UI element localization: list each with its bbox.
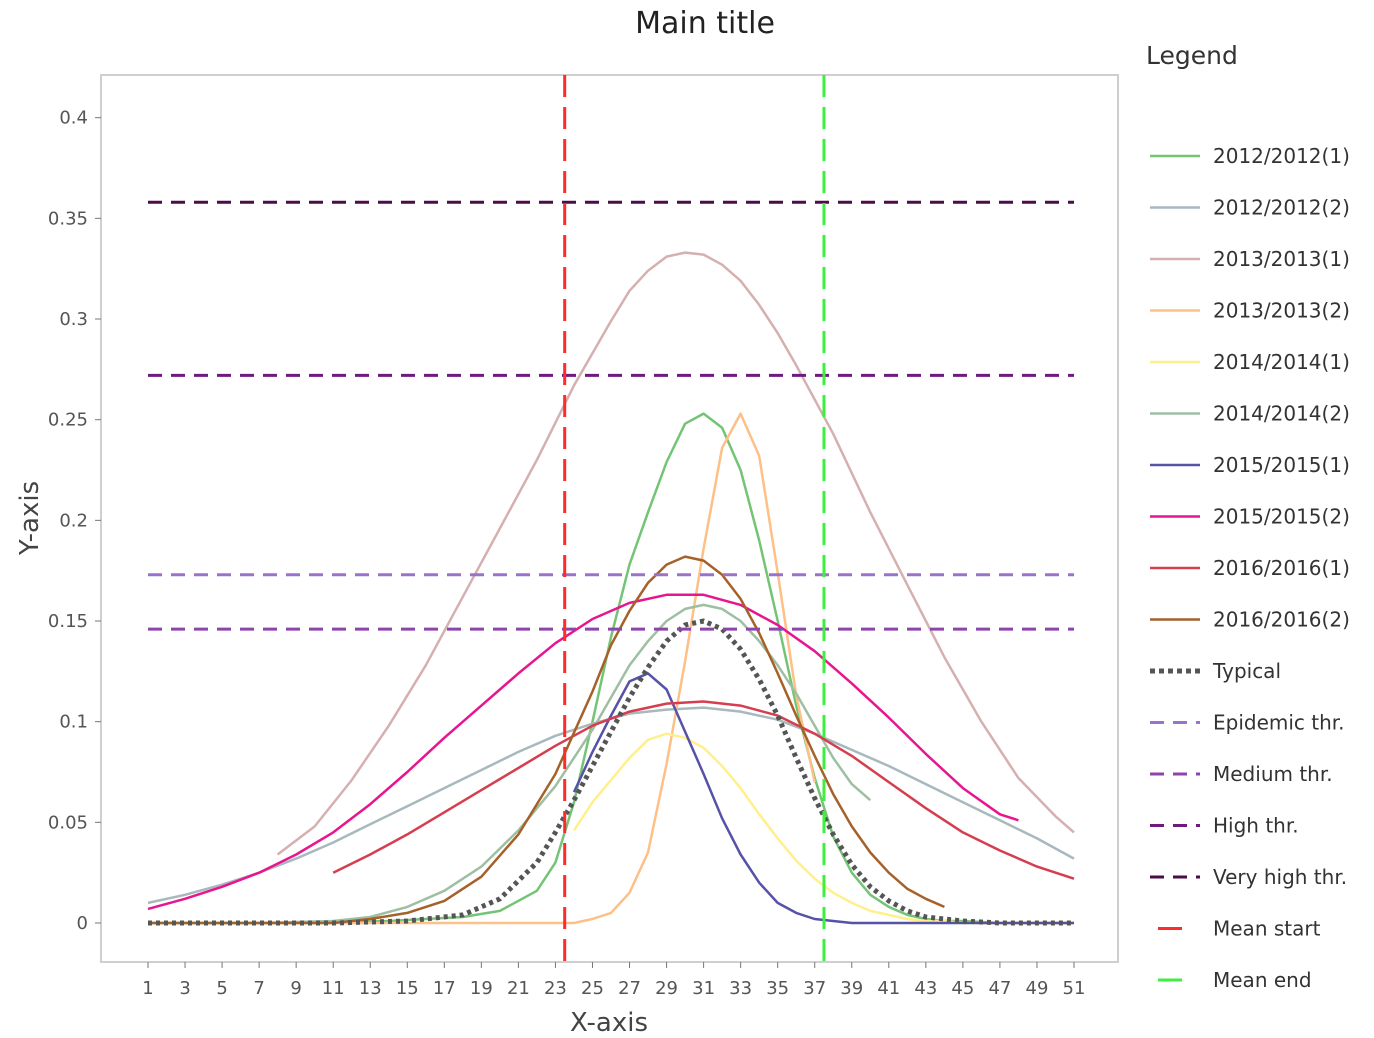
plot-area — [100, 74, 1119, 963]
legend-item-2016-2016-1[interactable]: 2016/2016(1) — [1150, 556, 1350, 580]
y-tick-label: 0.25 — [48, 410, 88, 431]
legend-item-2014-2014-2[interactable]: 2014/2014(2) — [1150, 402, 1350, 426]
x-tick-label: 19 — [470, 978, 493, 999]
legend-item-2013-2013-1[interactable]: 2013/2013(1) — [1150, 247, 1350, 271]
legend-item-mean-start[interactable]: Mean start — [1158, 917, 1321, 941]
x-tick-label: 33 — [729, 978, 752, 999]
x-tick-label: 5 — [216, 978, 227, 999]
x-tick-label: 45 — [951, 978, 974, 999]
legend-label: Mean end — [1213, 968, 1312, 992]
x-tick-label: 15 — [396, 978, 419, 999]
legend-label: Epidemic thr. — [1213, 711, 1345, 735]
y-tick-label: 0.1 — [59, 712, 88, 733]
legend-label: Very high thr. — [1213, 865, 1347, 889]
x-tick-label: 1 — [142, 978, 153, 999]
legend-item-medium-thr[interactable]: Medium thr. — [1150, 762, 1333, 786]
legend-label: 2015/2015(2) — [1213, 505, 1350, 529]
series-line-2013-2013-1 — [276, 251, 1075, 856]
y-tick-label: 0.3 — [59, 309, 88, 330]
y-tick-label: 0.05 — [48, 812, 88, 833]
legend-item-2012-2012-1[interactable]: 2012/2012(1) — [1150, 144, 1350, 168]
x-tick-label: 49 — [1026, 978, 1049, 999]
x-tick-label: 9 — [290, 978, 301, 999]
series-line-2015-2015-1 — [572, 672, 1074, 925]
x-axis-title: X-axis — [570, 1008, 648, 1038]
legend-item-2015-2015-1[interactable]: 2015/2015(1) — [1150, 453, 1350, 477]
x-axis-ticks: 1 3 5 7 9 11 13 15 17 19 21 23 25 27 29 31 33 35 37 39 41 43 4… — [142, 962, 1085, 999]
series-line-2016-2016-2 — [148, 555, 945, 925]
legend-item-2014-2014-1[interactable]: 2014/2014(1) — [1150, 350, 1350, 374]
x-tick-label: 37 — [803, 978, 826, 999]
y-tick-label: 0 — [77, 913, 88, 934]
x-tick-label: 17 — [433, 978, 456, 999]
legend-label: 2015/2015(1) — [1213, 453, 1350, 477]
legend-item-very-high-thr[interactable]: Very high thr. — [1150, 865, 1347, 889]
legend-item-epidemic-thr[interactable]: Epidemic thr. — [1150, 711, 1345, 735]
legend-item-typical[interactable]: Typical — [1150, 659, 1281, 683]
x-tick-label: 27 — [618, 978, 641, 999]
series-line-2014-2014-2 — [148, 603, 872, 925]
legend-item-2013-2013-2[interactable]: 2013/2013(2) — [1150, 299, 1350, 323]
legend-label: 2014/2014(2) — [1213, 402, 1350, 426]
legend-item-mean-end[interactable]: Mean end — [1158, 968, 1312, 992]
x-tick-label: 51 — [1063, 978, 1086, 999]
x-tick-label: 7 — [253, 978, 264, 999]
y-axis-ticks: 0 0.05 0.1 0.15 0.2 0.25 0.3 0.35 0.4 — [48, 108, 101, 934]
legend-title: Legend — [1146, 41, 1238, 70]
legend-label: High thr. — [1213, 814, 1299, 838]
legend-label: Mean start — [1213, 917, 1321, 941]
x-tick-label: 11 — [322, 978, 345, 999]
legend-label: 2012/2012(2) — [1213, 196, 1350, 220]
y-tick-label: 0.2 — [59, 510, 88, 531]
x-tick-label: 31 — [692, 978, 715, 999]
x-tick-label: 13 — [359, 978, 382, 999]
legend-label: 2013/2013(2) — [1213, 299, 1350, 323]
legend-item-2016-2016-2[interactable]: 2016/2016(2) — [1150, 608, 1350, 632]
series-line-2014-2014-1 — [572, 732, 1074, 925]
x-tick-label: 47 — [988, 978, 1011, 999]
legend-label: 2014/2014(1) — [1213, 350, 1350, 374]
x-tick-label: 23 — [544, 978, 567, 999]
plot-layer — [147, 75, 1075, 962]
x-tick-label: 39 — [840, 978, 863, 999]
legend-label: Medium thr. — [1213, 762, 1333, 786]
legend-label: 2012/2012(1) — [1213, 144, 1350, 168]
y-tick-label: 0.4 — [59, 108, 88, 129]
y-tick-label: 0.35 — [48, 208, 88, 229]
y-axis-title: Y-axis — [15, 481, 45, 556]
x-tick-label: 43 — [914, 978, 937, 999]
legend-label: 2013/2013(1) — [1213, 247, 1350, 271]
x-tick-label: 3 — [179, 978, 190, 999]
legend-label: Typical — [1212, 659, 1281, 683]
x-tick-label: 41 — [877, 978, 900, 999]
legend-label: 2016/2016(2) — [1213, 608, 1350, 632]
x-tick-label: 35 — [766, 978, 789, 999]
legend-item-2012-2012-2[interactable]: 2012/2012(2) — [1150, 196, 1350, 220]
series-line-2016-2016-1 — [332, 700, 1075, 880]
y-tick-label: 0.15 — [48, 611, 88, 632]
series-line-2015-2015-2 — [147, 593, 1019, 911]
x-tick-label: 25 — [581, 978, 604, 999]
legend: Legend 2012/2012(1) 2012/2012(2) 2013/2013… — [1146, 41, 1350, 992]
x-tick-label: 21 — [507, 978, 530, 999]
legend-item-2015-2015-2[interactable]: 2015/2015(2) — [1150, 505, 1350, 529]
x-tick-label: 29 — [655, 978, 678, 999]
legend-item-high-thr[interactable]: High thr. — [1150, 814, 1299, 838]
legend-label: 2016/2016(1) — [1213, 556, 1350, 580]
chart-title: Main title — [635, 6, 775, 41]
